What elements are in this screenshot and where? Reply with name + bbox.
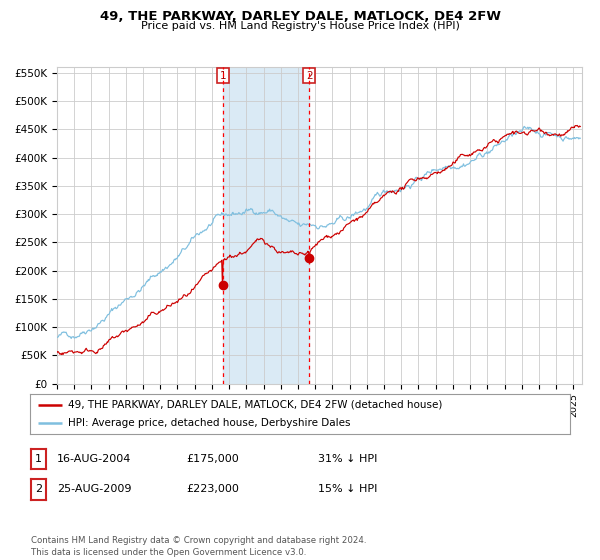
Bar <box>223 67 309 384</box>
Text: 31% ↓ HPI: 31% ↓ HPI <box>318 454 377 464</box>
Text: Contains HM Land Registry data © Crown copyright and database right 2024.
This d: Contains HM Land Registry data © Crown c… <box>31 536 367 557</box>
Text: 2: 2 <box>35 484 42 494</box>
Text: 1: 1 <box>220 71 226 81</box>
Text: £223,000: £223,000 <box>186 484 239 494</box>
Text: £175,000: £175,000 <box>186 454 239 464</box>
Text: 1: 1 <box>35 454 42 464</box>
Text: 49, THE PARKWAY, DARLEY DALE, MATLOCK, DE4 2FW (detached house): 49, THE PARKWAY, DARLEY DALE, MATLOCK, D… <box>68 400 442 409</box>
Text: 16-AUG-2004: 16-AUG-2004 <box>57 454 131 464</box>
Text: 25-AUG-2009: 25-AUG-2009 <box>57 484 131 494</box>
Text: 2: 2 <box>306 71 313 81</box>
Text: HPI: Average price, detached house, Derbyshire Dales: HPI: Average price, detached house, Derb… <box>68 418 350 428</box>
Text: Price paid vs. HM Land Registry's House Price Index (HPI): Price paid vs. HM Land Registry's House … <box>140 21 460 31</box>
Text: 49, THE PARKWAY, DARLEY DALE, MATLOCK, DE4 2FW: 49, THE PARKWAY, DARLEY DALE, MATLOCK, D… <box>100 10 500 23</box>
Text: 15% ↓ HPI: 15% ↓ HPI <box>318 484 377 494</box>
